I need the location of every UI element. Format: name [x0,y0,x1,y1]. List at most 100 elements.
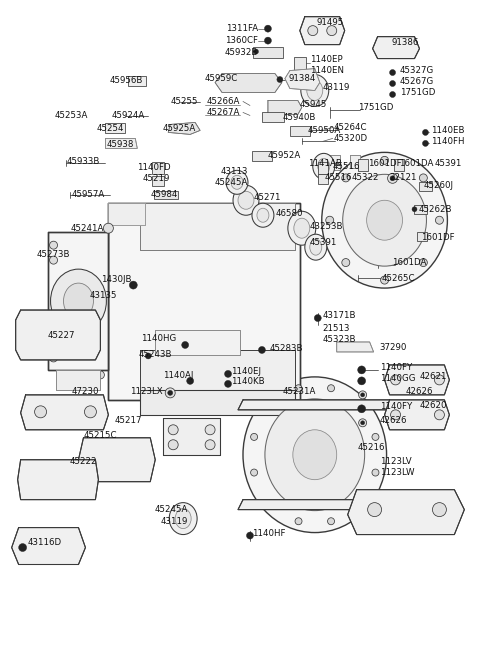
Bar [415,205,428,214]
Ellipse shape [187,377,193,384]
Ellipse shape [168,440,178,450]
Ellipse shape [372,434,379,440]
Text: 45516: 45516 [333,162,360,171]
Ellipse shape [432,503,446,516]
Ellipse shape [381,156,389,164]
Ellipse shape [422,129,429,135]
Text: 1140FD: 1140FD [137,163,170,172]
Text: 1140FY: 1140FY [380,402,412,411]
Ellipse shape [310,239,322,255]
Ellipse shape [205,425,215,435]
Text: 45267G: 45267G [399,77,434,86]
Ellipse shape [295,518,302,525]
Text: 45950A: 45950A [308,126,341,135]
Ellipse shape [305,234,327,260]
Ellipse shape [295,385,302,392]
Polygon shape [140,350,295,400]
Bar [106,124,125,133]
Text: 45320D: 45320D [334,134,368,143]
Text: 1601DF: 1601DF [368,159,401,168]
Ellipse shape [422,141,429,147]
Text: 46580: 46580 [276,209,303,217]
Ellipse shape [390,81,396,87]
Ellipse shape [253,49,258,54]
Text: 45932B: 45932B [225,48,258,57]
Ellipse shape [165,388,175,398]
Text: 45231A: 45231A [283,388,316,396]
Text: 1140EP: 1140EP [310,55,342,64]
Ellipse shape [265,399,365,510]
Text: 1601DF: 1601DF [421,233,455,242]
Ellipse shape [225,371,231,377]
Ellipse shape [175,509,191,529]
Text: 42621: 42621 [420,373,447,382]
Text: 37290: 37290 [380,344,407,352]
Ellipse shape [342,174,350,182]
Ellipse shape [129,281,137,289]
Ellipse shape [19,543,26,551]
Ellipse shape [252,203,274,227]
Text: 45925A: 45925A [163,124,196,133]
Text: 43171B: 43171B [323,311,356,319]
Text: 1601DA: 1601DA [392,258,426,267]
Ellipse shape [267,500,274,507]
Text: 45322: 45322 [352,173,379,182]
Polygon shape [330,155,340,170]
Text: 45227: 45227 [48,332,75,340]
Bar [418,232,428,241]
Text: 47230: 47230 [72,388,99,396]
Bar [152,176,164,187]
Text: 1140HG: 1140HG [141,334,176,344]
Text: 1141AB: 1141AB [308,159,342,168]
Ellipse shape [391,410,400,420]
Text: 45323B: 45323B [323,336,356,344]
Text: 1140EN: 1140EN [310,66,344,75]
Ellipse shape [103,223,113,233]
Text: 42626: 42626 [380,417,407,425]
Ellipse shape [231,175,243,189]
Text: 45265C: 45265C [382,273,415,283]
Text: 1601DA: 1601DA [398,159,433,168]
Ellipse shape [301,74,329,106]
Ellipse shape [420,174,427,182]
Polygon shape [336,342,373,352]
Polygon shape [56,370,100,390]
Polygon shape [238,499,395,510]
Polygon shape [18,460,98,499]
Text: 45938: 45938 [107,140,134,149]
Text: 21513: 21513 [323,323,350,332]
Bar [290,126,310,137]
Ellipse shape [49,336,58,344]
Text: 45216: 45216 [358,443,385,452]
Text: 45241A: 45241A [71,224,104,233]
Bar [154,191,178,199]
Text: 1140KB: 1140KB [231,377,264,386]
Bar [394,160,404,171]
Text: 91384: 91384 [288,74,316,83]
Bar [262,112,284,122]
Ellipse shape [372,469,379,476]
Polygon shape [140,390,295,415]
Text: 1123LV: 1123LV [380,457,411,466]
Ellipse shape [247,532,253,539]
Text: 45260J: 45260J [423,181,454,190]
Ellipse shape [168,390,173,396]
Ellipse shape [390,70,396,76]
Polygon shape [384,400,449,430]
Text: 45243B: 45243B [139,350,172,359]
Ellipse shape [358,405,366,413]
Text: 1430JB: 1430JB [101,275,132,284]
Ellipse shape [358,366,366,374]
Ellipse shape [387,173,397,183]
Ellipse shape [50,269,107,333]
Polygon shape [215,74,282,93]
Text: 45945: 45945 [300,100,327,109]
Polygon shape [78,438,155,482]
Ellipse shape [358,377,366,385]
Text: 45266A: 45266A [206,97,240,106]
Ellipse shape [367,200,403,240]
Ellipse shape [360,420,365,425]
Polygon shape [155,330,240,355]
Polygon shape [163,418,220,455]
Ellipse shape [226,170,248,194]
